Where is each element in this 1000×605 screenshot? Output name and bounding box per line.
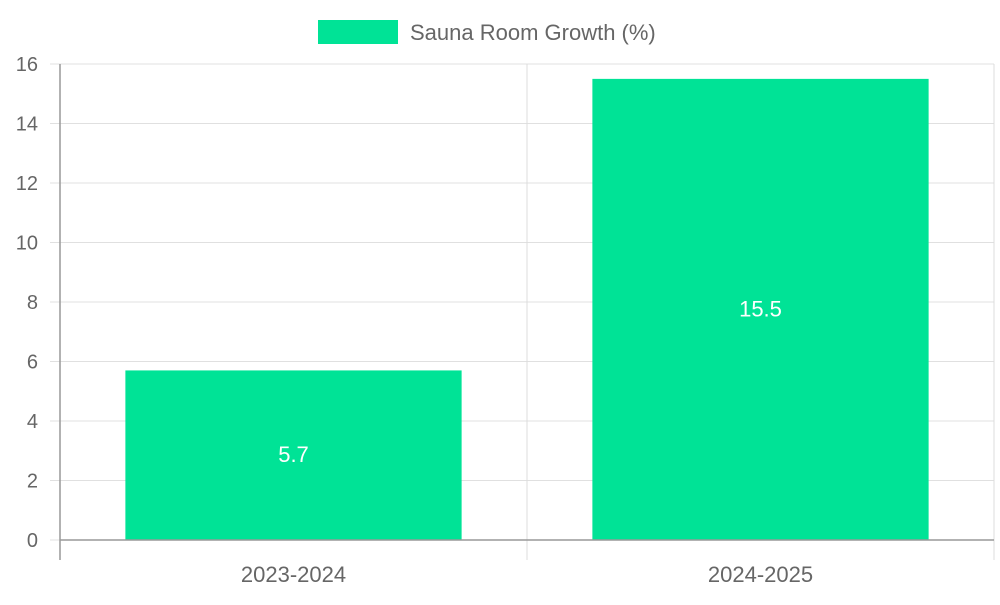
bars: 5.7 15.5 — [125, 78, 929, 540]
bar — [125, 370, 462, 540]
y-tick-label: 10 — [16, 233, 38, 255]
y-tick-label: 8 — [27, 292, 38, 314]
legend-label: Sauna Room Growth (%) — [410, 20, 656, 45]
y-tick-label: 6 — [27, 352, 38, 374]
legend-swatch — [318, 20, 398, 44]
y-tick-label: 2 — [27, 471, 38, 493]
y-tick-label: 0 — [27, 530, 38, 552]
bar — [592, 78, 929, 540]
x-tick-label: 2023-2024 — [241, 562, 346, 587]
x-tick-label: 2024-2025 — [708, 562, 813, 587]
legend[interactable]: Sauna Room Growth (%) — [318, 20, 656, 45]
y-tick-label: 16 — [16, 54, 38, 76]
y-tick-label: 14 — [16, 114, 38, 136]
data-label: 5.7 — [278, 442, 309, 467]
y-tick-label: 4 — [27, 411, 38, 433]
data-label: 15.5 — [739, 296, 782, 321]
y-tick-label: 12 — [16, 173, 38, 195]
axes: 0 2 4 6 8 10 12 14 16 2023-2024 2024-2025 — [16, 54, 994, 587]
